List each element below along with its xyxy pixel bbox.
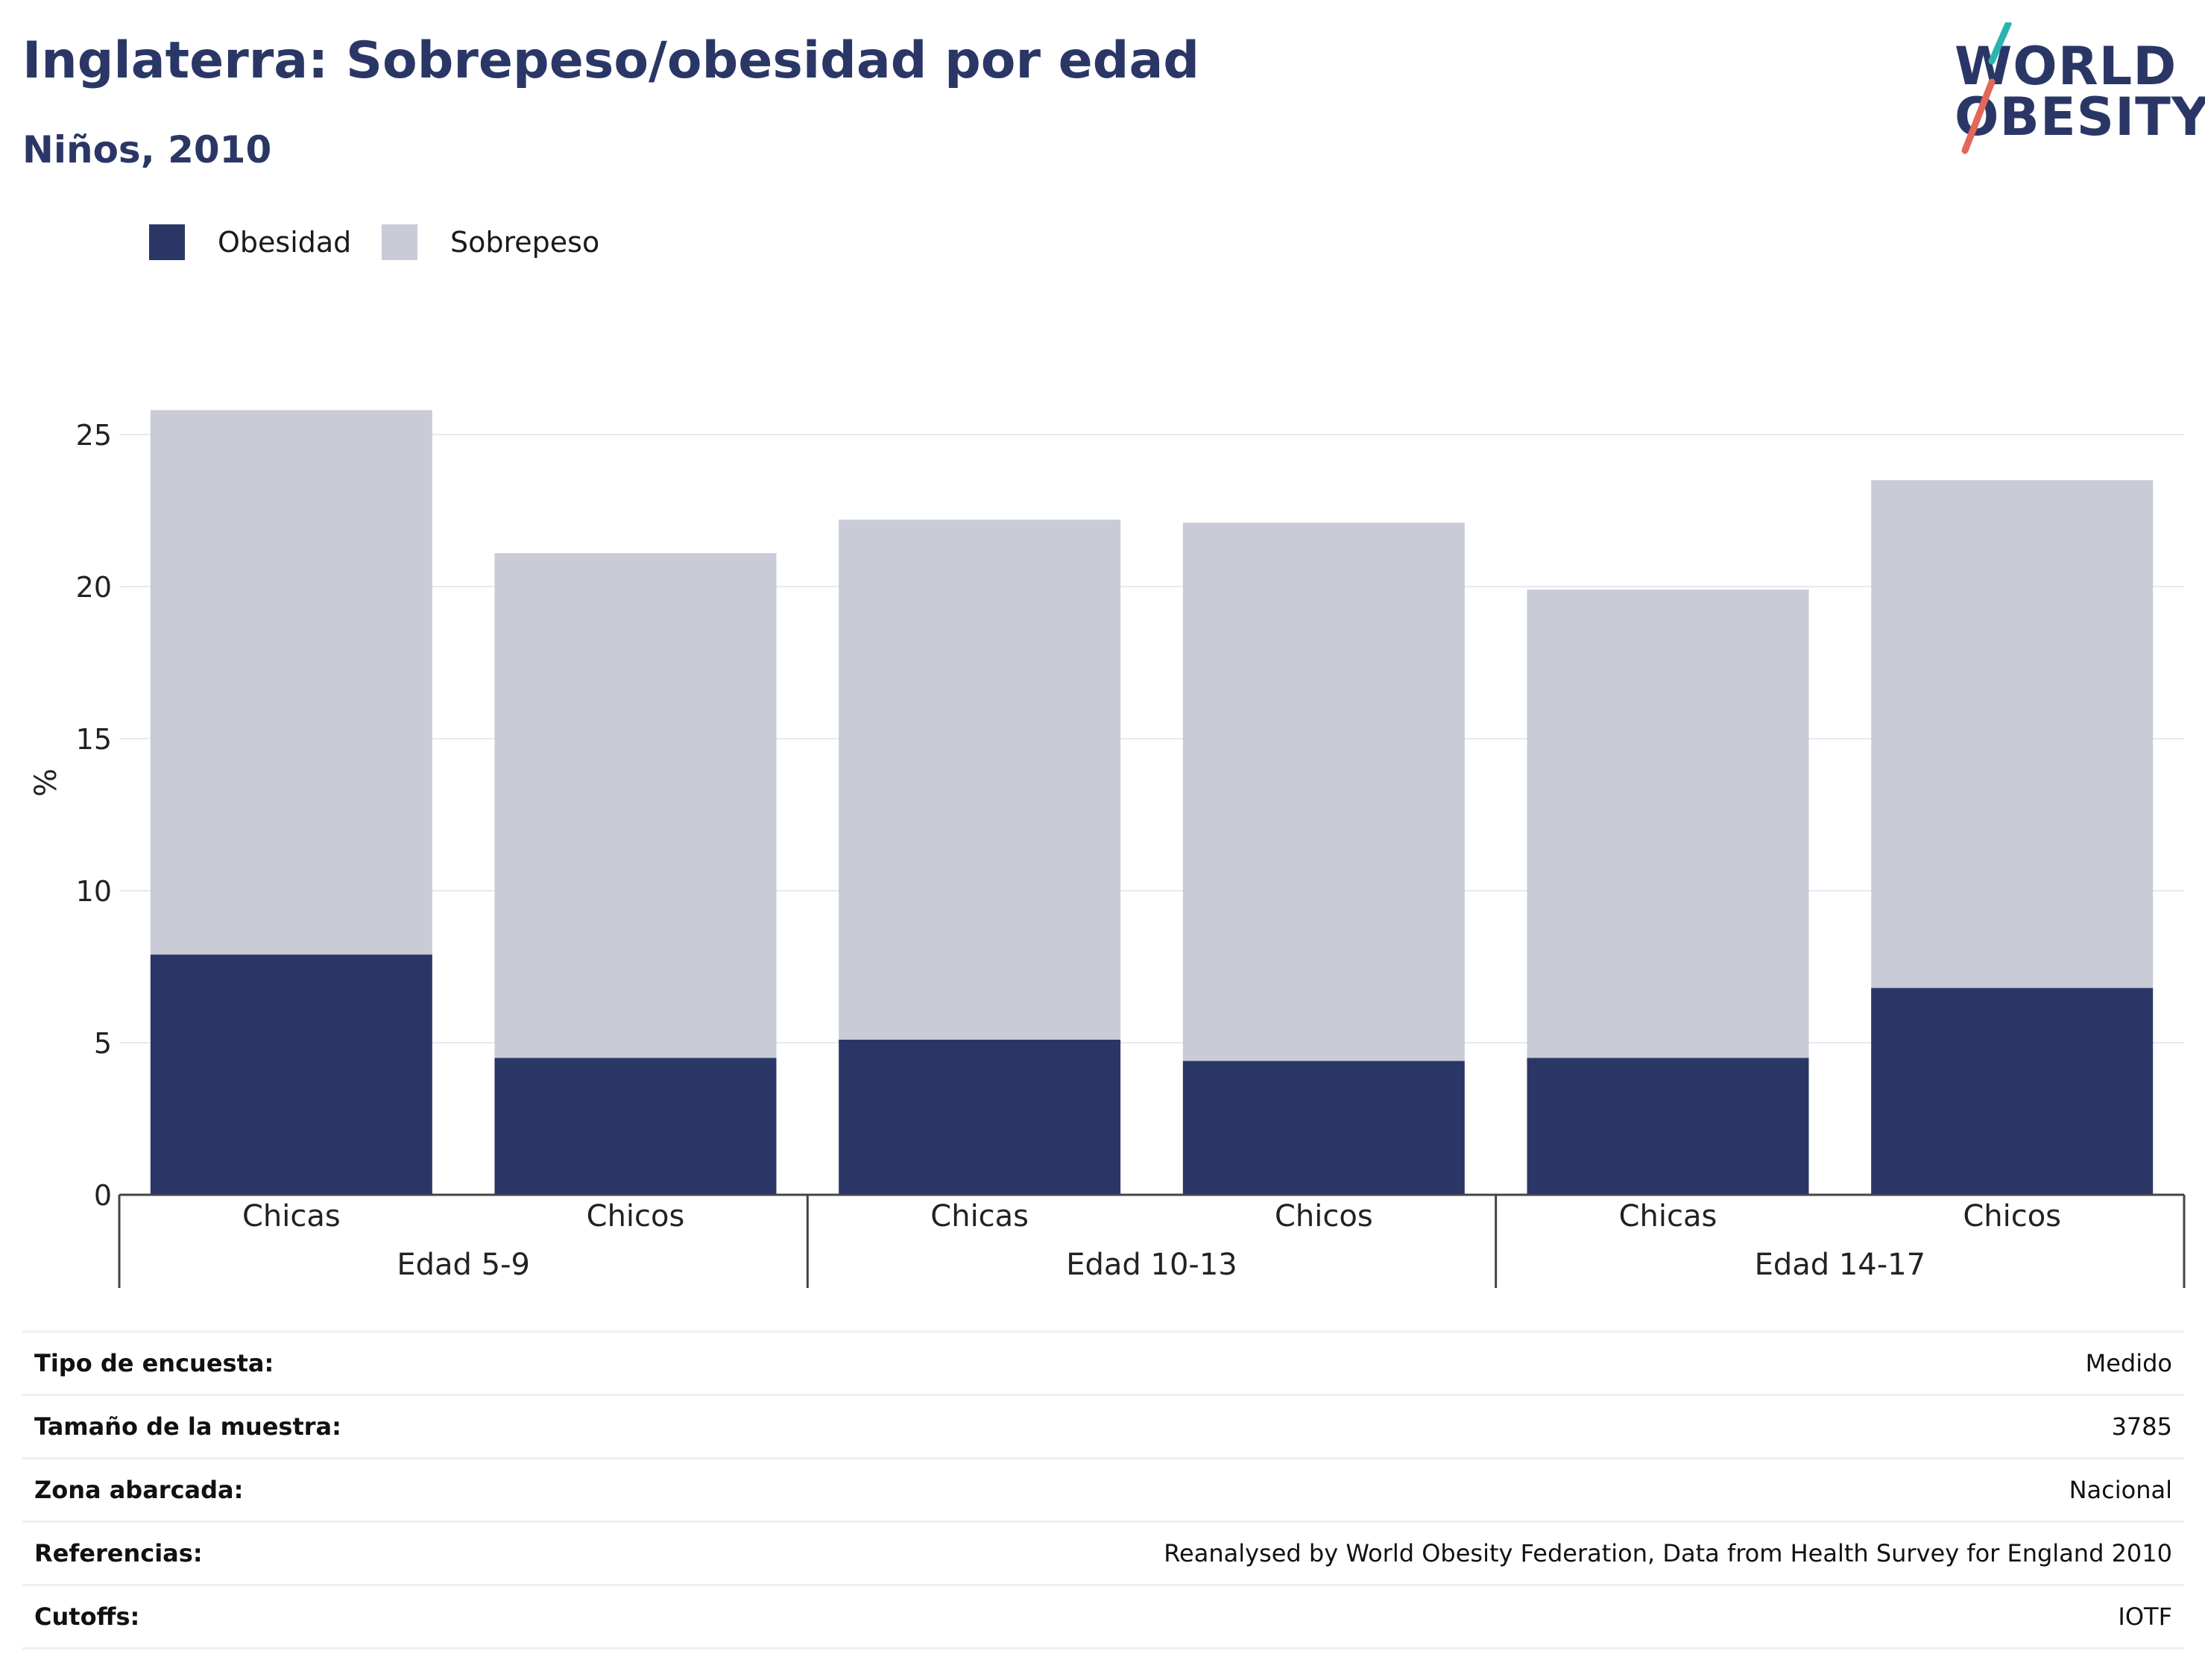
x-tick-label: Chicas bbox=[242, 1199, 341, 1234]
info-row: Tipo de encuesta: Medido bbox=[22, 1330, 2184, 1394]
x-tick-label: Chicos bbox=[1963, 1199, 2061, 1234]
bar-sobrepeso bbox=[1871, 480, 2154, 988]
bar-sobrepeso bbox=[839, 520, 1121, 1040]
logo-slash-icon bbox=[1961, 22, 2012, 154]
info-row: Tamaño de la muestra: 3785 bbox=[22, 1394, 2184, 1457]
info-value: Reanalysed by World Obesity Federation, … bbox=[1164, 1539, 2172, 1567]
info-value: IOTF bbox=[2118, 1602, 2172, 1631]
legend-swatch-obesidad bbox=[149, 224, 185, 260]
bar-chart: 0 5 10 15 20 25% Chicas Chicos Chicas Chicos Chica… bbox=[29, 410, 2186, 1288]
bar-obesidad bbox=[150, 954, 432, 1195]
world-obesity-logo: WORLD OBESITY bbox=[1946, 22, 2205, 157]
info-value: Nacional bbox=[2069, 1476, 2172, 1504]
x-tick-label: Chicas bbox=[1619, 1199, 1717, 1234]
info-row: Zona abarcada: Nacional bbox=[22, 1457, 2184, 1520]
y-tick-label: 10 bbox=[76, 875, 112, 908]
logo-text-obesity: OBESITY bbox=[1955, 86, 2205, 148]
x-group-label: Edad 5-9 bbox=[397, 1248, 530, 1282]
bar-obesidad bbox=[839, 1039, 1121, 1195]
y-tick-label: 0 bbox=[94, 1179, 112, 1212]
info-row: Cutoffs: IOTF bbox=[22, 1584, 2184, 1649]
legend-label-sobrepeso: Sobrepeso bbox=[450, 226, 600, 259]
legend-item-obesidad: Obesidad bbox=[149, 224, 351, 261]
info-value: 3785 bbox=[2111, 1412, 2172, 1441]
x-tick-label: Chicas bbox=[930, 1199, 1029, 1234]
bar-obesidad bbox=[1527, 1058, 1809, 1195]
x-tick-label: Chicos bbox=[587, 1199, 685, 1234]
y-tick-label: 25 bbox=[76, 419, 112, 452]
x-group-label: Edad 10-13 bbox=[1066, 1248, 1237, 1282]
info-value: Medido bbox=[2085, 1349, 2172, 1377]
chart-subtitle: Niños, 2010 bbox=[22, 128, 272, 171]
y-tick-label: 15 bbox=[76, 723, 112, 756]
bar-sobrepeso bbox=[150, 410, 432, 955]
info-row: Referencias: Reanalysed by World Obesity … bbox=[22, 1520, 2184, 1584]
legend-swatch-sobrepeso bbox=[382, 224, 417, 260]
x-group-label: Edad 14-17 bbox=[1755, 1248, 1926, 1282]
legend-label-obesidad: Obesidad bbox=[218, 226, 352, 259]
info-label: Cutoffs: bbox=[34, 1602, 140, 1631]
bar-sobrepeso bbox=[1527, 590, 1809, 1058]
bar-obesidad bbox=[494, 1058, 777, 1195]
y-tick-label: 20 bbox=[76, 571, 112, 604]
y-axis-label: % bbox=[29, 768, 63, 797]
info-label: Zona abarcada: bbox=[34, 1476, 244, 1504]
bar-obesidad bbox=[1871, 988, 2154, 1195]
chart-title: Inglaterra: Sobrepeso/obesidad por edad bbox=[22, 31, 1200, 90]
y-tick-label: 5 bbox=[94, 1027, 112, 1060]
bar-sobrepeso bbox=[1182, 522, 1465, 1061]
info-label: Referencias: bbox=[34, 1539, 203, 1567]
info-label: Tipo de encuesta: bbox=[34, 1349, 274, 1377]
legend-item-sobrepeso: Sobrepeso bbox=[382, 224, 599, 261]
bar-obesidad bbox=[1182, 1061, 1465, 1195]
survey-info-table: Tipo de encuesta: Medido Tamaño de la mues… bbox=[22, 1330, 2184, 1649]
bar-sobrepeso bbox=[494, 553, 777, 1058]
info-label: Tamaño de la muestra: bbox=[34, 1412, 341, 1441]
x-tick-label: Chicos bbox=[1275, 1199, 1373, 1234]
